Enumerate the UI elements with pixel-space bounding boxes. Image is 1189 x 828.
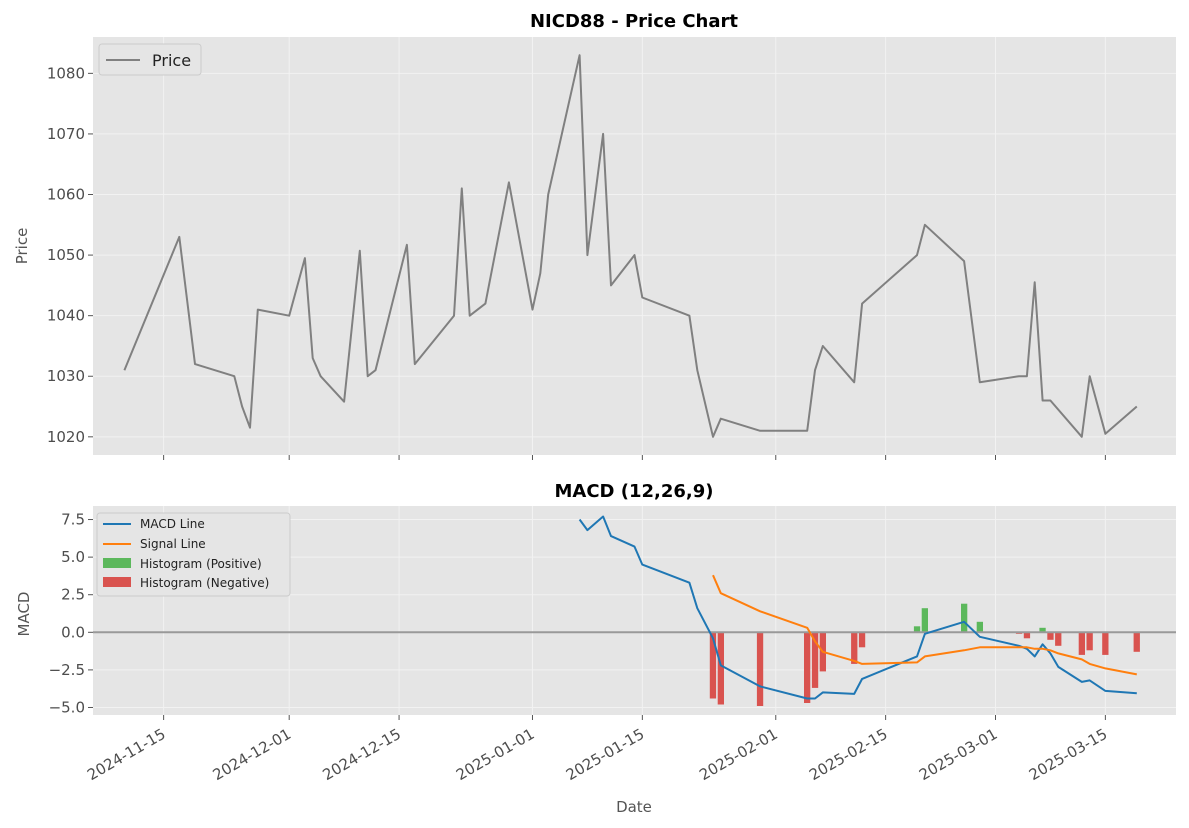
price-legend-box — [98, 43, 202, 76]
histogram-bar-negative — [1047, 632, 1054, 640]
price-series-line — [123, 54, 1138, 438]
price-plot-background — [93, 37, 1176, 455]
macd-series-line — [578, 515, 1137, 700]
price-chart-title: NICD88 - Price Chart — [530, 11, 738, 32]
price-legend-label: Price — [152, 51, 191, 70]
histogram-bar-positive — [976, 621, 983, 633]
macd-y-tick-label: −5.0 — [49, 698, 85, 716]
histogram-bar-negative — [1086, 632, 1093, 651]
histogram-bar-negative — [804, 632, 811, 703]
macd-legend-box — [96, 512, 291, 597]
signal-series-line — [712, 574, 1137, 676]
macd-y-axis-label: MACD — [15, 592, 33, 637]
histogram-bar-positive — [921, 608, 928, 633]
macd-y-tick-label: 7.5 — [61, 511, 85, 529]
price-y-tick-label: 1080 — [47, 64, 85, 82]
histogram-bar-negative — [709, 632, 717, 699]
histogram-bar-negative — [851, 632, 858, 664]
macd-x-axis-label: Date — [616, 798, 652, 816]
histogram-positive-legend-swatch — [103, 558, 131, 568]
price-gridlines — [93, 37, 1176, 455]
price-y-tick-label: 1040 — [47, 307, 85, 325]
signal-legend-label: Signal Line — [140, 537, 206, 551]
price-y-tick-label: 1070 — [47, 125, 85, 143]
macd-y-tick-label: 2.5 — [61, 586, 85, 604]
price-y-tick-label: 1050 — [47, 246, 85, 264]
macd-legend: MACD Line Signal Line Histogram (Positiv… — [96, 512, 291, 597]
macd-legend-label: MACD Line — [140, 517, 205, 531]
histogram-bar-negative — [811, 632, 819, 688]
histogram-bar-negative — [858, 632, 866, 648]
histogram-bar-positive — [961, 603, 968, 633]
price-y-axis-label: Price — [13, 228, 31, 265]
histogram-bar-positive — [913, 626, 921, 633]
histogram-bar-positive — [1039, 627, 1046, 633]
price-y-tick-label: 1060 — [47, 186, 85, 204]
price-x-tick-marks — [163, 455, 1106, 460]
macd-y-ticks: 7.5 5.0 2.5 0.0 −2.5 −5.0 — [49, 511, 93, 716]
price-y-tick-label: 1030 — [47, 367, 85, 385]
macd-y-tick-label: −2.5 — [49, 661, 85, 679]
price-y-ticks: 1020 1030 1040 1050 1060 1070 1080 — [47, 64, 93, 446]
histogram-bar-negative — [1078, 632, 1085, 655]
macd-chart-title: MACD (12,26,9) — [554, 481, 713, 502]
histogram-bar-negative — [1023, 632, 1031, 639]
histogram-bar-negative — [1102, 632, 1109, 655]
price-panel: 1020 1030 1040 1050 1060 1070 1080 NICD88 - Pr… — [13, 11, 1176, 460]
histogram-bar-negative — [1133, 632, 1140, 652]
price-legend: Price — [98, 43, 202, 76]
macd-y-tick-label: 5.0 — [61, 548, 85, 566]
macd-y-tick-label: 0.0 — [61, 623, 85, 641]
histogram-positive-legend-label: Histogram (Positive) — [140, 557, 262, 571]
histogram-negative-legend-swatch — [103, 577, 131, 587]
price-y-tick-label: 1020 — [47, 428, 85, 446]
histogram-bar-negative — [717, 632, 724, 705]
histogram-bar-negative — [1055, 632, 1062, 646]
histogram-negative-legend-label: Histogram (Negative) — [140, 576, 269, 590]
histogram-bar-negative — [756, 632, 764, 706]
